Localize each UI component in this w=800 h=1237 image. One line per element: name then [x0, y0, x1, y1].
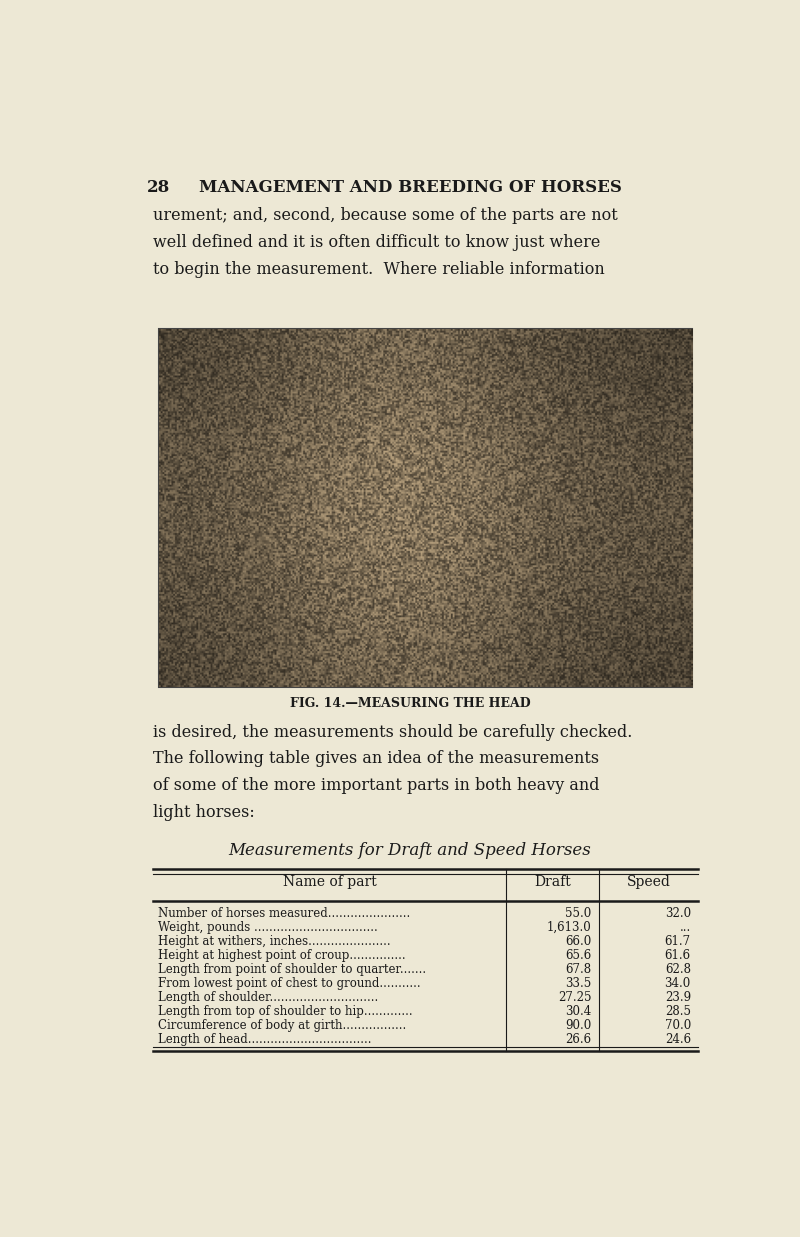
Text: 1,613.0: 1,613.0 [547, 922, 592, 934]
FancyBboxPatch shape [159, 329, 692, 687]
Text: of some of the more important parts in both heavy and: of some of the more important parts in b… [153, 777, 599, 794]
Text: 67.8: 67.8 [566, 964, 592, 976]
Text: Name of part: Name of part [282, 876, 376, 889]
Text: 90.0: 90.0 [566, 1019, 592, 1032]
Text: is desired, the measurements should be carefully checked.: is desired, the measurements should be c… [153, 724, 632, 741]
Text: Circumference of body at girth.................: Circumference of body at girth..........… [158, 1019, 406, 1032]
Text: to begin the measurement.  Where reliable information: to begin the measurement. Where reliable… [153, 261, 605, 278]
Text: 27.25: 27.25 [558, 991, 592, 1004]
Text: Length of shoulder.............................: Length of shoulder......................… [158, 991, 378, 1004]
Text: FIG. 14.—MEASURING THE HEAD: FIG. 14.—MEASURING THE HEAD [290, 698, 530, 710]
Text: Length from point of shoulder to quarter.......: Length from point of shoulder to quarter… [158, 964, 426, 976]
Text: 62.8: 62.8 [665, 964, 691, 976]
Text: urement; and, second, because some of the parts are not: urement; and, second, because some of th… [153, 208, 618, 224]
Text: Height at highest point of croup...............: Height at highest point of croup........… [158, 949, 406, 962]
Text: 34.0: 34.0 [665, 977, 691, 990]
Text: Number of horses measured......................: Number of horses measured...............… [158, 907, 410, 920]
Text: Length of head.................................: Length of head..........................… [158, 1033, 371, 1047]
Text: 66.0: 66.0 [566, 935, 592, 948]
Text: Measurements for Draft and Speed Horses: Measurements for Draft and Speed Horses [229, 842, 591, 858]
Text: 23.9: 23.9 [665, 991, 691, 1004]
Text: 70.0: 70.0 [665, 1019, 691, 1032]
Text: 28.5: 28.5 [665, 1006, 691, 1018]
Text: 65.6: 65.6 [566, 949, 592, 962]
Text: Weight, pounds .................................: Weight, pounds .........................… [158, 922, 378, 934]
Text: 30.4: 30.4 [566, 1006, 592, 1018]
Text: 61.7: 61.7 [665, 935, 691, 948]
Text: 26.6: 26.6 [566, 1033, 592, 1047]
Text: ...: ... [680, 922, 691, 934]
Text: 55.0: 55.0 [566, 907, 592, 920]
Text: Height at withers, inches......................: Height at withers, inches...............… [158, 935, 390, 948]
Text: 24.6: 24.6 [665, 1033, 691, 1047]
Text: From lowest point of chest to ground...........: From lowest point of chest to ground....… [158, 977, 420, 990]
Text: 32.0: 32.0 [665, 907, 691, 920]
Text: The following table gives an idea of the measurements: The following table gives an idea of the… [153, 751, 599, 767]
Text: MANAGEMENT AND BREEDING OF HORSES: MANAGEMENT AND BREEDING OF HORSES [198, 179, 622, 195]
Text: 33.5: 33.5 [566, 977, 592, 990]
Text: light horses:: light horses: [153, 804, 254, 821]
Text: Length from top of shoulder to hip.............: Length from top of shoulder to hip......… [158, 1006, 412, 1018]
Text: well defined and it is often difficult to know just where: well defined and it is often difficult t… [153, 234, 600, 251]
Text: 28: 28 [146, 179, 170, 195]
Text: Speed: Speed [626, 876, 670, 889]
Text: 61.6: 61.6 [665, 949, 691, 962]
Text: Draft: Draft [534, 876, 571, 889]
